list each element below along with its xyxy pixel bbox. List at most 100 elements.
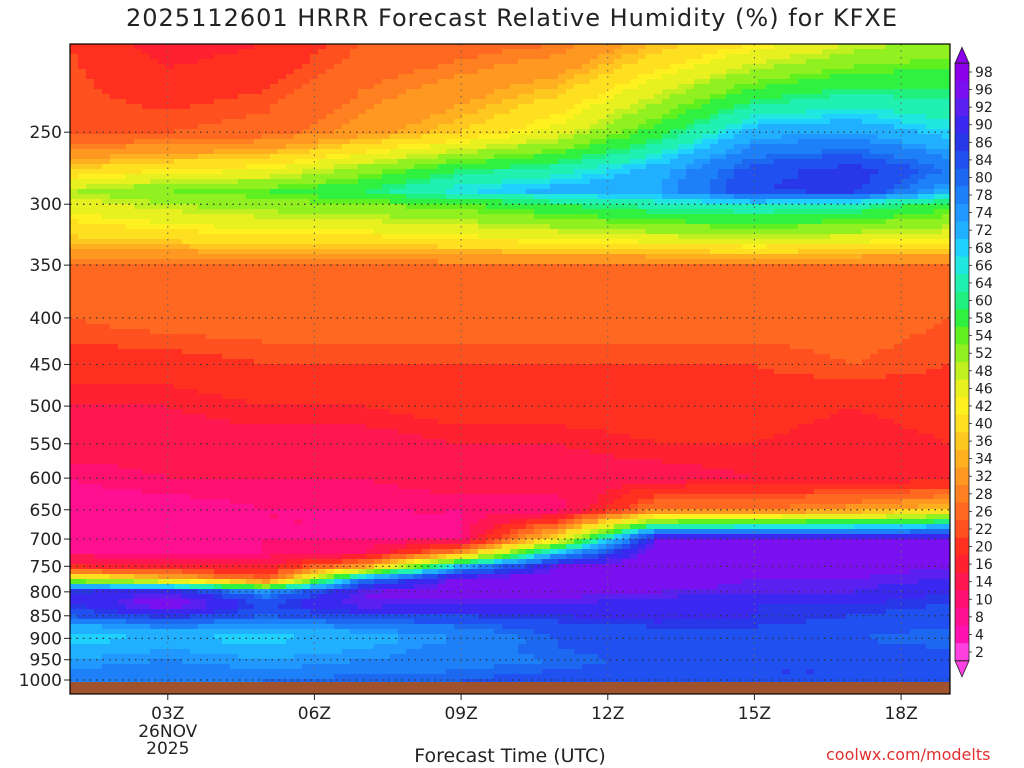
- heatmap-cell: [486, 189, 495, 195]
- heatmap-cell: [558, 259, 567, 265]
- heatmap-cell: [238, 79, 247, 85]
- heatmap-cell: [678, 124, 687, 130]
- heatmap-cell: [894, 259, 903, 265]
- heatmap-cell: [350, 124, 359, 130]
- heatmap-cell: [894, 199, 903, 205]
- heatmap-cell: [230, 269, 239, 275]
- heatmap-cell: [942, 204, 950, 210]
- heatmap-cell: [574, 54, 583, 60]
- heatmap-cell: [286, 229, 295, 235]
- heatmap-cell: [342, 49, 351, 55]
- heatmap-cell: [158, 84, 167, 90]
- heatmap-cell: [710, 104, 719, 110]
- heatmap-cell: [198, 99, 207, 105]
- heatmap-cell: [918, 189, 927, 195]
- heatmap-cell: [566, 219, 575, 225]
- heatmap-cell: [622, 129, 631, 135]
- heatmap-cell: [310, 219, 319, 225]
- heatmap-cell: [774, 239, 783, 245]
- heatmap-cell: [254, 184, 263, 190]
- heatmap-cell: [454, 174, 463, 180]
- heatmap-cell: [438, 204, 447, 210]
- heatmap-cell: [790, 64, 799, 70]
- heatmap-cell: [326, 229, 335, 235]
- heatmap-cell: [566, 119, 575, 125]
- heatmap-cell: [486, 124, 495, 130]
- heatmap-cell: [750, 69, 759, 75]
- heatmap-cell: [190, 104, 199, 110]
- heatmap-cell: [654, 124, 663, 130]
- heatmap-cell: [398, 99, 407, 105]
- heatmap-cell: [774, 204, 783, 210]
- heatmap-cell: [294, 179, 303, 185]
- heatmap-cell: [142, 199, 151, 205]
- heatmap-cell: [886, 224, 895, 230]
- heatmap-cell: [886, 134, 895, 140]
- heatmap-cell: [686, 59, 695, 65]
- heatmap-cell: [398, 139, 407, 145]
- heatmap-cell: [910, 54, 919, 60]
- heatmap-cell: [342, 64, 351, 70]
- heatmap-cell: [110, 69, 119, 75]
- heatmap-cell: [806, 104, 815, 110]
- heatmap-cell: [78, 219, 87, 225]
- heatmap-cell: [78, 109, 87, 115]
- heatmap-cell: [646, 194, 655, 200]
- heatmap-cell: [334, 44, 343, 50]
- heatmap-cell: [558, 94, 567, 100]
- heatmap-cell: [254, 154, 263, 160]
- heatmap-cell: [294, 99, 303, 105]
- heatmap-cell: [358, 269, 367, 275]
- heatmap-cell: [846, 124, 855, 130]
- heatmap-cell: [70, 129, 79, 135]
- heatmap-cell: [822, 54, 831, 60]
- heatmap-cell: [246, 89, 255, 95]
- heatmap-cell: [726, 234, 735, 240]
- heatmap-cell: [326, 214, 335, 220]
- heatmap-cell: [862, 134, 871, 140]
- heatmap-cell: [654, 129, 663, 135]
- heatmap-cell: [758, 204, 767, 210]
- heatmap-cell: [350, 109, 359, 115]
- heatmap-cell: [222, 214, 231, 220]
- heatmap-cell: [206, 59, 215, 65]
- heatmap-cell: [614, 109, 623, 115]
- heatmap-cell: [174, 149, 183, 155]
- heatmap-cell: [694, 174, 703, 180]
- heatmap-cell: [214, 259, 223, 265]
- heatmap-cell: [686, 69, 695, 75]
- heatmap-cell: [302, 214, 311, 220]
- heatmap-cell: [310, 109, 319, 115]
- heatmap-cell: [798, 99, 807, 105]
- heatmap-cell: [110, 219, 119, 225]
- heatmap-cell: [886, 99, 895, 105]
- heatmap-cell: [270, 194, 279, 200]
- heatmap-cell: [934, 254, 943, 260]
- heatmap-cell: [142, 134, 151, 140]
- heatmap-cell: [702, 154, 711, 160]
- heatmap-cell: [166, 94, 175, 100]
- heatmap-cell: [230, 74, 239, 80]
- heatmap-cell: [286, 219, 295, 225]
- heatmap-cell: [734, 254, 743, 260]
- heatmap-cell: [614, 129, 623, 135]
- heatmap-cell: [806, 184, 815, 190]
- heatmap-cell: [334, 254, 343, 260]
- heatmap-cell: [486, 154, 495, 160]
- heatmap-cell: [814, 54, 823, 60]
- heatmap-cell: [790, 104, 799, 110]
- heatmap-cell: [406, 184, 415, 190]
- heatmap-cell: [142, 129, 151, 135]
- heatmap-cell: [166, 114, 175, 120]
- heatmap-cell: [150, 259, 159, 265]
- heatmap-cell: [582, 254, 591, 260]
- heatmap-cell: [238, 209, 247, 215]
- heatmap-cell: [230, 124, 239, 130]
- heatmap-cell: [278, 249, 287, 255]
- heatmap-cell: [118, 184, 127, 190]
- heatmap-cell: [374, 159, 383, 165]
- heatmap-cell: [606, 104, 615, 110]
- heatmap-cell: [942, 259, 950, 265]
- heatmap-cell: [278, 129, 287, 135]
- heatmap-cell: [246, 169, 255, 175]
